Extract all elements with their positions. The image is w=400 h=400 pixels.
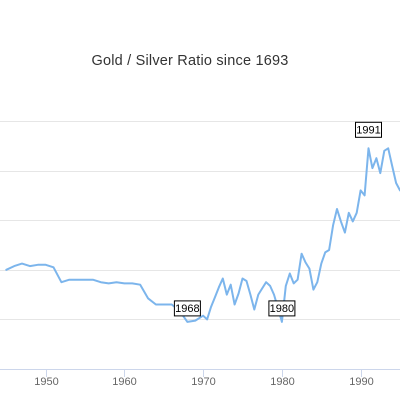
x-tick-label: 1970: [191, 376, 215, 388]
x-tick-label: 1980: [270, 376, 294, 388]
annotation-box: [355, 121, 382, 138]
x-axis-ticks: 1950 1960 1970 1980 1990: [34, 369, 374, 388]
annotation-1968: 1968: [173, 300, 201, 317]
annotation-label: 1980: [270, 303, 294, 315]
annotation-box: [173, 300, 201, 317]
annotation-label: 1991: [356, 124, 380, 136]
annotation-label: 1968: [175, 303, 199, 315]
annotation-1991: 1991: [355, 121, 382, 138]
x-tick-label: 1960: [112, 376, 136, 388]
annotation-1980: 1980: [268, 300, 296, 317]
annotation-box: [268, 300, 296, 317]
series-line: [5, 147, 400, 323]
x-tick-label: 1990: [349, 376, 373, 388]
x-tick-label: 1950: [34, 376, 58, 388]
chart-title: Gold / Silver Ratio since 1693: [91, 53, 289, 69]
